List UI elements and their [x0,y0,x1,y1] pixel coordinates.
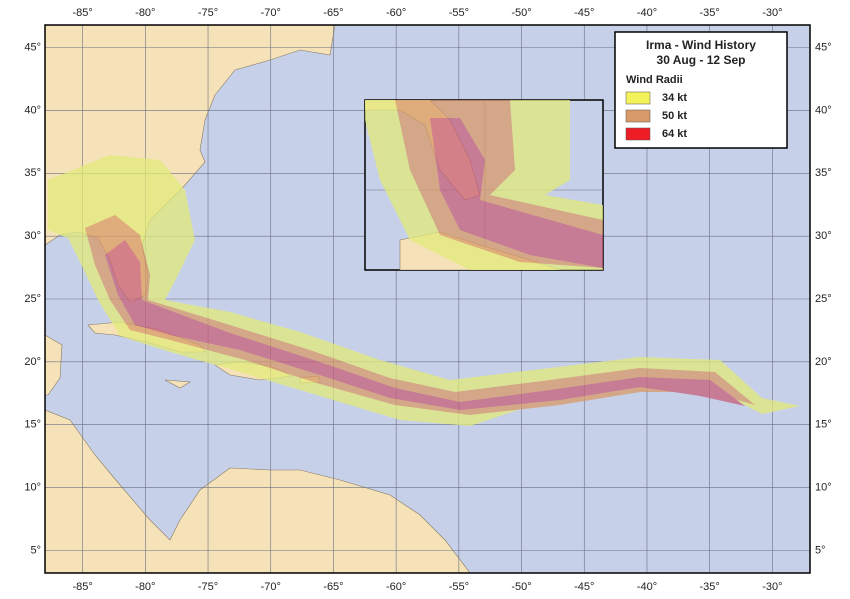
lon-label: -55° [449,581,469,593]
legend-swatch [625,109,651,123]
lon-label: -85° [72,581,92,593]
lon-label: -45° [574,581,594,593]
lon-label: -60° [386,7,406,19]
wind-swath [48,155,800,426]
lat-label: 30° [24,230,41,242]
lon-label: -40° [637,7,657,19]
lon-label: -70° [261,581,281,593]
lon-label: -60° [386,581,406,593]
lon-label: -80° [135,581,155,593]
lat-label: 35° [815,167,832,179]
lon-label: -75° [198,581,218,593]
lon-label: -50° [511,7,531,19]
lon-label: -40° [637,581,657,593]
lon-label: -50° [511,581,531,593]
lat-label: 25° [815,293,832,305]
frame [44,24,811,574]
lon-label: -70° [261,7,281,19]
lon-label: -45° [574,7,594,19]
legend-label: 34 kt [662,92,687,104]
lon-label: -30° [762,7,782,19]
legend-title: Wind Radii [626,74,683,86]
lat-label: 10° [815,481,832,493]
title: Irma - Wind History [646,38,756,52]
lat-label: 15° [24,419,41,431]
lon-label: -35° [700,7,720,19]
lon-label: -75° [198,7,218,19]
lat-label: 10° [24,481,41,493]
lat-label: 40° [24,104,41,116]
inset-content [365,100,603,270]
lon-label: -30° [762,581,782,593]
lat-label: 20° [24,356,41,368]
lat-label: 5° [815,544,826,556]
lat-label: 20° [815,356,832,368]
lat-label: 45° [24,42,41,54]
legend-label: 50 kt [662,110,687,122]
legend-swatch [625,127,651,141]
lat-label: 15° [815,419,832,431]
lat-label: 45° [815,42,832,54]
legend-label: 64 kt [662,128,687,140]
lat-label: 35° [24,167,41,179]
lon-label: -55° [449,7,469,19]
legend-swatch [625,91,651,105]
subtitle: 30 Aug - 12 Sep [657,53,746,67]
lon-label: -85° [72,7,92,19]
lon-label: -35° [700,581,720,593]
lat-label: 30° [815,230,832,242]
lon-label: -80° [135,7,155,19]
lat-label: 40° [815,104,832,116]
legend: Irma - Wind History 30 Aug - 12 Sep Wind… [614,31,788,149]
lat-label: 25° [24,293,41,305]
lat-label: 5° [30,544,41,556]
lon-label: -65° [323,7,343,19]
lon-label: -65° [323,581,343,593]
